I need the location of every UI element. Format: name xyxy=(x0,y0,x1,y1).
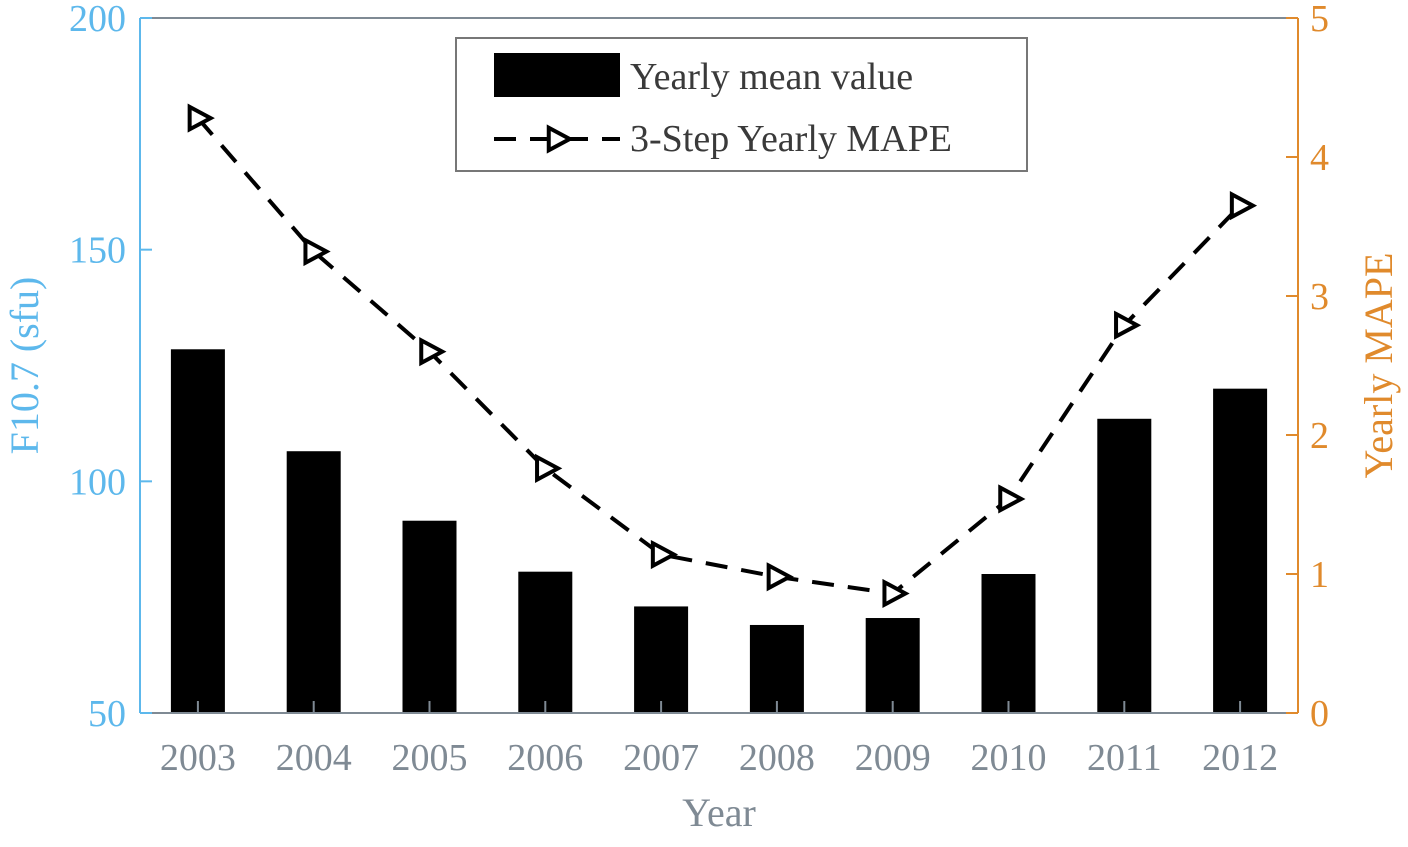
bar-2008 xyxy=(749,624,804,713)
mape-marker-2008 xyxy=(766,562,794,592)
mape-marker-2007 xyxy=(650,539,679,570)
legend-bar-swatch xyxy=(494,53,620,97)
right-tick-label: 1 xyxy=(1310,554,1329,596)
bar-2009 xyxy=(865,618,920,713)
mape-line xyxy=(196,116,1242,596)
x-tick-label: 2010 xyxy=(971,737,1047,779)
left-tick-label: 150 xyxy=(69,230,126,272)
mape-marker-2004 xyxy=(303,236,331,267)
bar-2010 xyxy=(981,574,1036,713)
right-axis-title: Yearly MAPE xyxy=(1356,253,1401,479)
bar-2007 xyxy=(634,606,689,713)
x-tick-label: 2005 xyxy=(392,737,468,779)
x-tick-label: 2003 xyxy=(160,737,236,779)
legend: Yearly mean value 3-Step Yearly MAPE xyxy=(455,37,1028,172)
bar-series xyxy=(170,349,1268,713)
right-tick-label: 2 xyxy=(1310,415,1329,457)
bar-2003 xyxy=(170,349,225,713)
right-tick-label: 4 xyxy=(1310,137,1329,179)
mape-marker-2006 xyxy=(535,453,563,483)
legend-label-bars: Yearly mean value xyxy=(630,56,913,98)
left-tick-label: 100 xyxy=(69,461,126,503)
left-tick-label: 200 xyxy=(69,0,126,40)
axes: 50 100 150 200 0 1 2 3 4 5 2003 2004 2005 2006 2007 200… xyxy=(2,0,1401,835)
right-tick-label: 0 xyxy=(1310,693,1329,735)
legend-line-marker xyxy=(546,124,574,154)
x-tick-label: 2011 xyxy=(1087,737,1162,779)
right-tick-label: 3 xyxy=(1310,276,1329,318)
bar-2004 xyxy=(286,451,341,713)
right-tick-label: 5 xyxy=(1310,0,1329,40)
legend-label-line: 3-Step Yearly MAPE xyxy=(630,118,952,160)
mape-marker-2009 xyxy=(882,578,910,609)
bar-2006 xyxy=(518,571,573,713)
x-tick-label: 2006 xyxy=(507,737,583,779)
bar-2005 xyxy=(402,520,457,713)
mape-line-series xyxy=(187,103,1258,609)
bar-2011 xyxy=(1097,418,1152,713)
x-tick-label: 2012 xyxy=(1202,737,1278,779)
x-tick-label: 2009 xyxy=(855,737,931,779)
left-tick-label: 50 xyxy=(88,693,126,735)
x-tick-label: 2008 xyxy=(739,737,815,779)
x-tick-label: 2007 xyxy=(623,737,699,779)
mape-marker-2003 xyxy=(187,103,215,133)
x-axis-title: Year xyxy=(682,790,756,835)
mape-marker-2010 xyxy=(998,484,1026,514)
mape-marker-2011 xyxy=(1114,310,1142,340)
x-tick-label: 2004 xyxy=(276,737,352,779)
mape-marker-2005 xyxy=(419,337,447,367)
mape-marker-2012 xyxy=(1229,191,1258,221)
bar-2012 xyxy=(1213,388,1268,713)
left-axis-title: F10.7 (sfu) xyxy=(2,277,47,455)
